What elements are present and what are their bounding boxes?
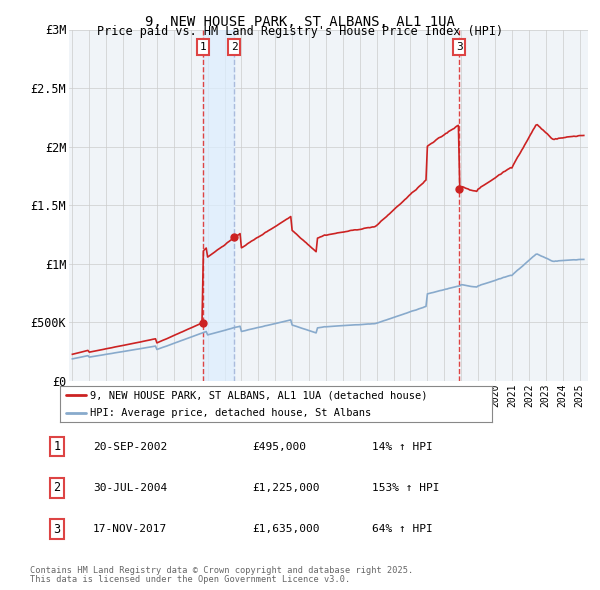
Text: £1,635,000: £1,635,000 [252,525,320,534]
Text: 3: 3 [53,523,61,536]
Text: £495,000: £495,000 [252,442,306,451]
Text: 64% ↑ HPI: 64% ↑ HPI [372,525,433,534]
Text: 153% ↑ HPI: 153% ↑ HPI [372,483,439,493]
Text: 9, NEW HOUSE PARK, ST ALBANS, AL1 1UA: 9, NEW HOUSE PARK, ST ALBANS, AL1 1UA [145,15,455,29]
Text: Contains HM Land Registry data © Crown copyright and database right 2025.: Contains HM Land Registry data © Crown c… [30,566,413,575]
Text: 2: 2 [231,42,238,52]
Text: 2: 2 [53,481,61,494]
Text: This data is licensed under the Open Government Licence v3.0.: This data is licensed under the Open Gov… [30,575,350,584]
Text: 1: 1 [200,42,206,52]
Text: 9, NEW HOUSE PARK, ST ALBANS, AL1 1UA (detached house): 9, NEW HOUSE PARK, ST ALBANS, AL1 1UA (d… [90,391,428,400]
Text: Price paid vs. HM Land Registry's House Price Index (HPI): Price paid vs. HM Land Registry's House … [97,25,503,38]
Text: HPI: Average price, detached house, St Albans: HPI: Average price, detached house, St A… [90,408,371,418]
Bar [203,30,235,381]
Text: 14% ↑ HPI: 14% ↑ HPI [372,442,433,451]
Text: 17-NOV-2017: 17-NOV-2017 [93,525,167,534]
Text: 3: 3 [456,42,463,52]
Text: 30-JUL-2004: 30-JUL-2004 [93,483,167,493]
Text: £1,225,000: £1,225,000 [252,483,320,493]
Text: 1: 1 [53,440,61,453]
Text: 20-SEP-2002: 20-SEP-2002 [93,442,167,451]
